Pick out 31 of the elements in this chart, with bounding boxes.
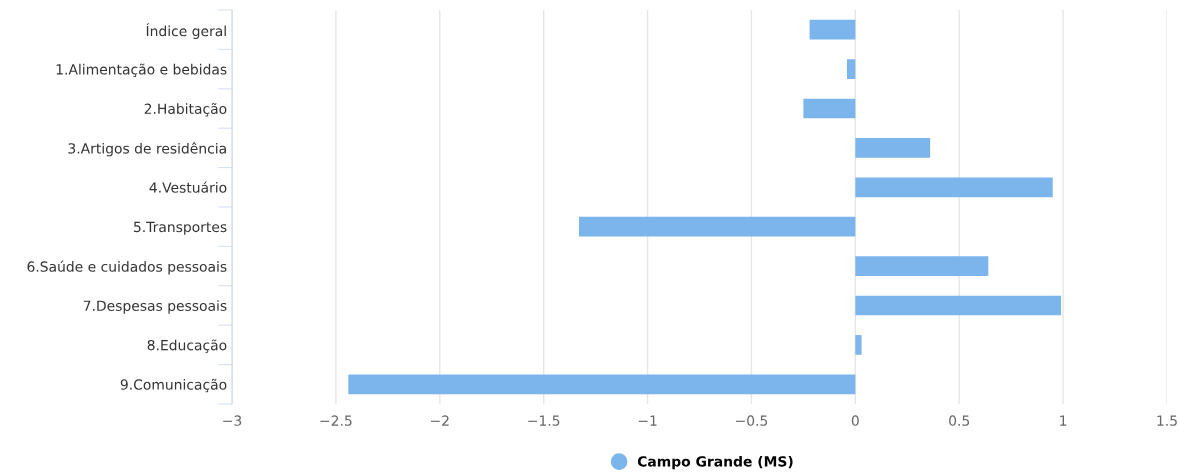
x-tick-label: 0 — [851, 415, 859, 426]
y-tick-label: 1.Alimentação e bebidas — [56, 63, 227, 78]
bar — [855, 335, 862, 355]
bar — [809, 19, 856, 40]
legend-label: Campo Grande (MS) — [637, 455, 793, 470]
x-tick-label: −1 — [638, 415, 657, 426]
y-tick-label: 4.Vestuário — [149, 181, 227, 193]
y-tick-label: 5.Transportes — [134, 221, 227, 235]
x-tick-label: 0.5 — [949, 415, 970, 426]
y-tick-label: 3.Artigos de residência — [68, 142, 226, 157]
x-tick-label: −1.5 — [528, 415, 560, 426]
y-tick-label: 8.Educação — [147, 339, 227, 353]
bar — [348, 374, 856, 395]
bar — [855, 138, 931, 158]
bar — [803, 98, 856, 119]
x-tick-label: −2.5 — [320, 415, 352, 426]
y-tick-label: Índice geral — [146, 23, 226, 40]
y-tick-label: 7.Despesas pessoais — [83, 300, 227, 314]
bar — [855, 256, 989, 276]
y-tick-label: 9.Comunicação — [120, 378, 227, 393]
bar — [847, 59, 856, 79]
x-tick-label: −2 — [431, 415, 449, 426]
bar — [855, 295, 1062, 316]
y-tick-label: 2.Habitação — [144, 103, 227, 117]
x-tick-label: 1 — [1060, 415, 1067, 426]
x-tick-label: −0.5 — [736, 415, 768, 426]
bar — [855, 177, 1053, 198]
bar — [578, 216, 856, 237]
x-tick-label: −3 — [223, 415, 242, 426]
x-tick-label: 1.5 — [1157, 415, 1177, 426]
y-tick-label: 6.Saúde e cuidados pessoais — [27, 260, 227, 275]
